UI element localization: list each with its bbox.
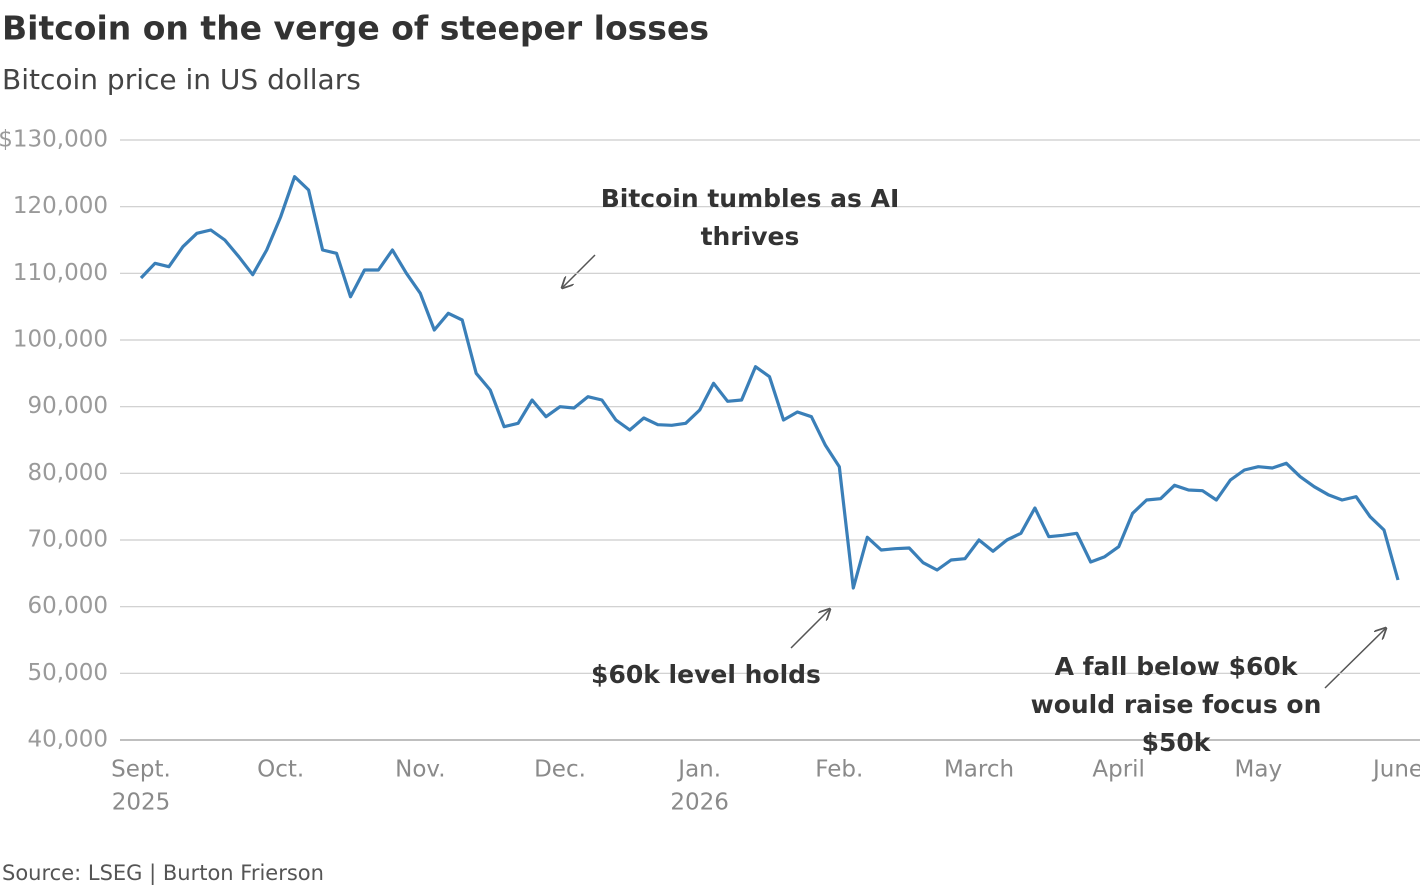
x-tick-label: May: [1235, 757, 1283, 783]
y-tick-label: $130,000: [0, 127, 108, 153]
x-tick-label: Nov.: [395, 757, 445, 783]
arrow: [563, 254, 596, 287]
x-tick-label: Dec.: [534, 757, 586, 783]
annotation: Bitcoin tumbles as AI: [601, 184, 900, 213]
annotation: thrives: [701, 222, 800, 251]
y-tick-label: 100,000: [13, 327, 108, 353]
y-tick-label: 120,000: [13, 193, 108, 219]
source: Source: LSEG | Burton Frierson: [2, 861, 324, 886]
y-tick-label: 80,000: [28, 460, 108, 486]
arrow: [790, 610, 829, 649]
x-tick-label: Jan.: [676, 757, 721, 783]
x-year-label: 2025: [112, 790, 171, 816]
y-tick-label: 50,000: [28, 660, 108, 686]
chart-title: Bitcoin on the verge of steeper losses: [2, 9, 709, 48]
x-tick-label: Feb.: [815, 757, 863, 783]
annotation: A fall below $60k: [1055, 652, 1299, 681]
y-tick-label: 90,000: [28, 393, 108, 419]
x-tick-label: April: [1092, 757, 1145, 783]
y-tick-label: 70,000: [28, 527, 108, 553]
y-tick-label: 110,000: [13, 260, 108, 286]
x-tick-label: Sept.: [111, 757, 171, 783]
annotation: $50k: [1142, 728, 1212, 757]
x-tick-label: March: [944, 757, 1014, 783]
y-tick-label: 40,000: [28, 727, 108, 753]
price-line: [139, 175, 1400, 590]
y-tick-label: 60,000: [28, 593, 108, 619]
annotation: $60k level holds: [591, 660, 821, 689]
x-year-label: 2026: [670, 790, 729, 816]
chart-subtitle: Bitcoin price in US dollars: [2, 63, 361, 96]
x-tick-label: Oct.: [257, 757, 304, 783]
annotation: would raise focus on: [1031, 690, 1322, 719]
x-tick-label: June: [1371, 757, 1420, 783]
arrow: [1324, 629, 1385, 689]
